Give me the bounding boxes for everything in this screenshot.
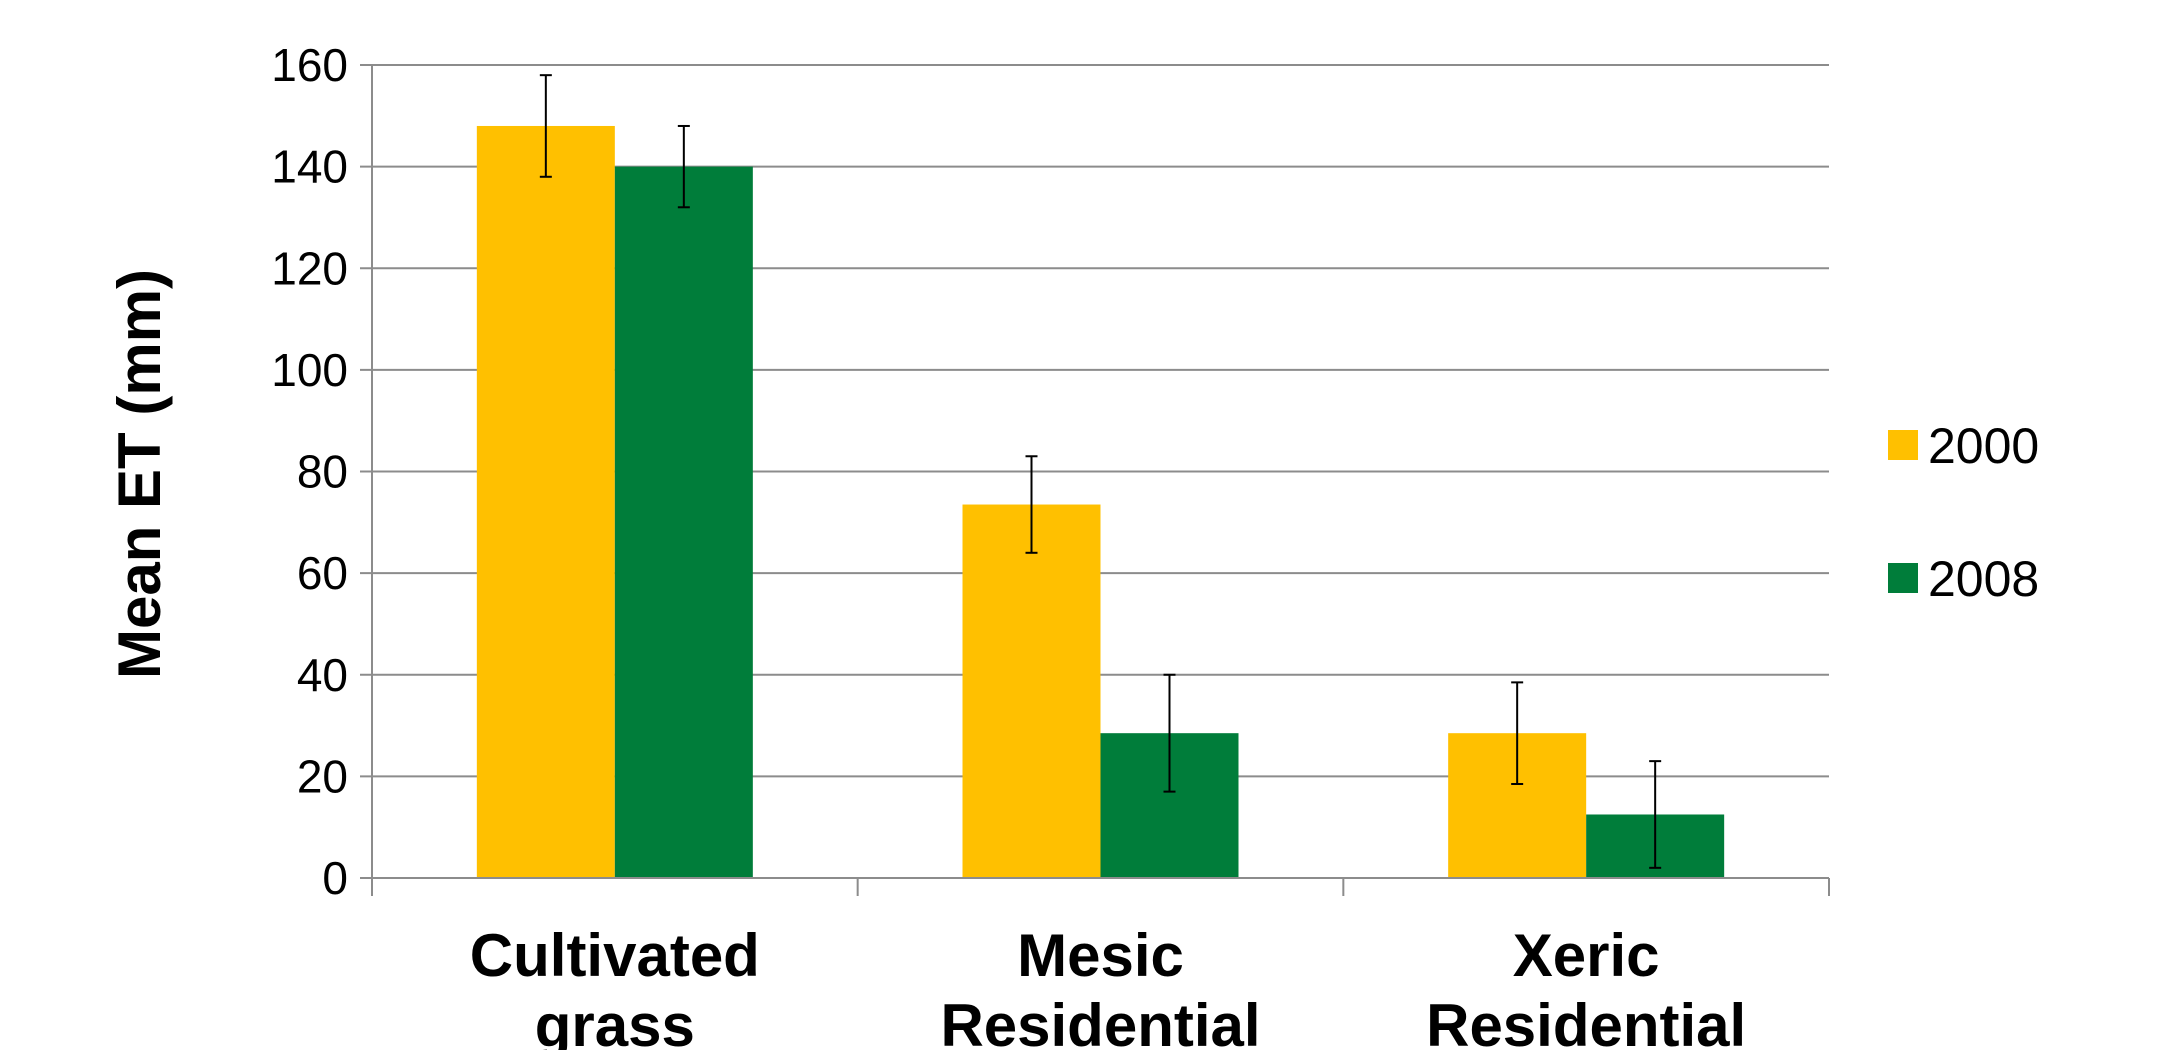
y-tick-label: 0 (322, 852, 348, 904)
category-label: Residential (1426, 992, 1746, 1050)
category-label: grass (535, 992, 695, 1050)
y-tick-label: 160 (271, 39, 348, 91)
bar-2008-0 (614, 166, 753, 878)
bar-2000-0 (476, 125, 615, 879)
legend-swatch-2008 (1888, 563, 1918, 593)
y-tick-label: 20 (297, 750, 348, 802)
y-tick-label: 40 (297, 649, 348, 701)
y-tick-label: 80 (297, 446, 348, 498)
y-tick-label: 100 (271, 344, 348, 396)
y-axis-label: Mean ET (mm) (106, 269, 173, 679)
legend-label: 2000 (1928, 418, 2039, 474)
y-tick-label: 60 (297, 547, 348, 599)
legend-swatch-2000 (1888, 430, 1918, 460)
category-label: Residential (940, 992, 1260, 1050)
category-labels: CultivatedgrassMesicResidentialXericResi… (470, 922, 1746, 1050)
axes (360, 64, 1830, 896)
y-tick-label: 140 (271, 141, 348, 193)
legend-label: 2008 (1928, 551, 2039, 607)
category-label: Xeric (1513, 922, 1660, 989)
y-tick-label: 120 (271, 242, 348, 294)
category-label: Cultivated (470, 922, 760, 989)
y-tick-labels: 0 20 40 60 80 100 120 140 160 (271, 39, 348, 904)
legend: 2000 2008 (1888, 418, 2039, 607)
category-label: Mesic (1017, 922, 1184, 989)
error-bars (539, 74, 1662, 869)
bars (476, 125, 1725, 879)
bar-2000-1 (962, 504, 1101, 878)
